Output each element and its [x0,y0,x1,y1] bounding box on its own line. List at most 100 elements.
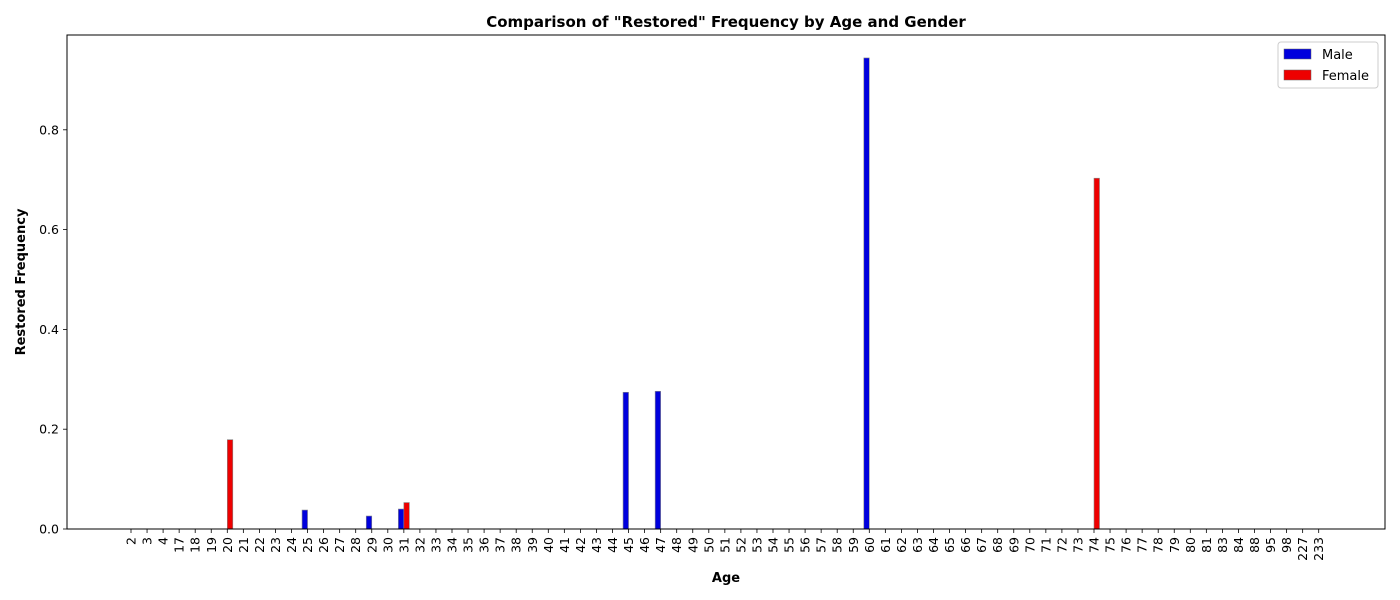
y-tick-label: 0.6 [39,222,59,237]
x-tick-label: 21 [236,537,251,553]
legend-label-female: Female [1322,69,1369,84]
x-tick-label: 26 [316,537,331,553]
x-tick-label: 40 [541,537,556,553]
x-tick-label: 68 [990,537,1005,553]
x-tick-label: 80 [1183,537,1198,553]
bar-male-age-31 [398,508,405,530]
x-tick-label: 54 [766,537,781,553]
x-tick-label: 37 [493,537,508,553]
x-tick-label: 3 [140,537,155,545]
x-tick-label: 65 [942,537,957,553]
x-tick-label: 78 [1151,537,1166,553]
x-tick-label: 59 [846,537,861,553]
x-tick-label: 70 [1022,537,1037,553]
legend: Male Female [1277,41,1379,89]
y-tick-label: 0.8 [39,122,59,137]
x-tick-label: 17 [172,537,187,553]
x-tick-label: 43 [589,537,604,553]
x-tick-label: 75 [1103,537,1118,553]
x-tick-label: 2 [124,537,139,545]
x-tick-label: 25 [300,537,315,553]
bar-male-age-47 [654,390,661,530]
x-tick-label: 58 [830,537,845,553]
x-tick-label: 46 [637,537,652,553]
x-tick-label: 49 [685,537,700,553]
x-tick-label: 45 [621,537,636,553]
x-tick-label: 51 [717,537,732,553]
x-tick-label: 81 [1199,537,1214,553]
x-tick-label: 30 [380,537,395,553]
bar-male-age-60 [863,57,870,530]
x-tick-label: 67 [974,537,989,553]
x-tick-label: 66 [958,537,973,553]
x-tick-label: 4 [156,537,171,545]
x-tick-label: 36 [477,537,492,553]
x-tick-label: 227 [1295,537,1310,561]
x-tick-label: 22 [252,537,267,553]
bars-layer [227,57,1100,530]
x-tick-label: 95 [1263,537,1278,553]
x-tick-label: 38 [509,537,524,553]
x-tick-label: 53 [749,537,764,553]
bar-male-age-29 [365,515,373,530]
bar-male-age-25 [301,509,308,530]
x-tick-label: 18 [188,537,203,553]
y-tick-label: 0.0 [39,522,59,537]
x-tick-label: 74 [1087,537,1102,553]
x-tick-label: 52 [733,537,748,553]
x-tick-label: 84 [1231,537,1246,553]
x-tick-label: 39 [525,537,540,553]
x-tick-label: 233 [1311,537,1326,561]
x-tick-label: 23 [268,537,283,553]
x-tick-label: 63 [910,537,925,553]
x-tick-label: 28 [348,537,363,553]
x-tick-label: 83 [1215,537,1230,553]
x-tick-label: 41 [557,537,572,553]
x-tick-label: 50 [701,537,716,553]
bar-female-age-31 [403,502,410,530]
x-tick-label: 62 [894,537,909,553]
x-tick-label: 44 [605,537,620,553]
x-tick-label: 29 [364,537,379,553]
x-tick-label: 69 [1006,537,1021,553]
x-tick-label: 47 [653,537,668,553]
x-tick-label: 88 [1247,537,1262,553]
x-tick-label: 19 [204,537,219,553]
x-tick-label: 79 [1167,537,1182,553]
x-tick-label: 98 [1279,537,1294,553]
x-tick-label: 27 [332,537,347,553]
chart-title: Comparison of "Restored" Frequency by Ag… [486,13,966,31]
y-axis-ticks: 0.0 0.2 0.4 0.6 0.8 [39,122,67,537]
x-tick-label: 77 [1135,537,1150,553]
x-tick-label: 56 [798,537,813,553]
y-axis-label: Restored Frequency [14,208,29,355]
x-tick-label: 33 [428,537,443,553]
legend-swatch-male [1283,48,1312,60]
x-tick-label: 32 [412,537,427,553]
x-tick-label: 64 [926,537,941,553]
x-tick-label: 57 [814,537,829,553]
x-tick-label: 73 [1070,537,1085,553]
x-axis-ticks: 2 3 4 17 18 19 20 21 22 23 24 25 26 27 28 29 30 31 32 33 34 3… [124,529,1326,561]
x-tick-label: 48 [669,537,684,553]
x-tick-label: 61 [878,537,893,553]
x-tick-label: 35 [461,537,476,553]
x-tick-label: 20 [220,537,235,553]
legend-label-male: Male [1322,48,1353,63]
x-tick-label: 76 [1119,537,1134,553]
x-tick-label: 55 [782,537,797,553]
legend-swatch-female [1283,69,1312,81]
bar-female-age-20 [227,439,234,530]
plot-frame [66,34,1386,530]
bar-female-age-74 [1093,177,1100,530]
y-tick-label: 0.2 [39,422,59,437]
x-tick-label: 72 [1054,537,1069,553]
x-tick-label: 31 [396,537,411,553]
x-axis-label: Age [712,571,740,586]
x-tick-label: 34 [445,537,460,553]
x-tick-label: 42 [573,537,588,553]
x-tick-label: 71 [1038,537,1053,553]
bar-male-age-45 [622,391,629,530]
x-tick-label: 24 [284,537,299,553]
